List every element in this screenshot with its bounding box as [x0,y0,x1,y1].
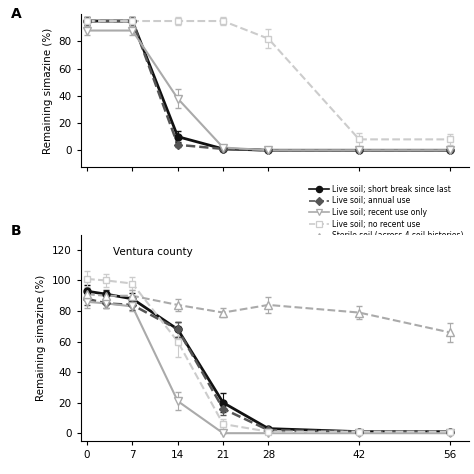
Text: Ventura county: Ventura county [113,247,193,257]
Y-axis label: Remaining simazine (%): Remaining simazine (%) [36,274,46,401]
Text: B: B [10,224,21,238]
Legend: Live soil; short break since last, Live soil; annual use, Live soil; recent use : Live soil; short break since last, Live … [308,183,465,242]
Text: A: A [10,7,21,20]
Y-axis label: Remaining simazine (%): Remaining simazine (%) [43,27,53,154]
